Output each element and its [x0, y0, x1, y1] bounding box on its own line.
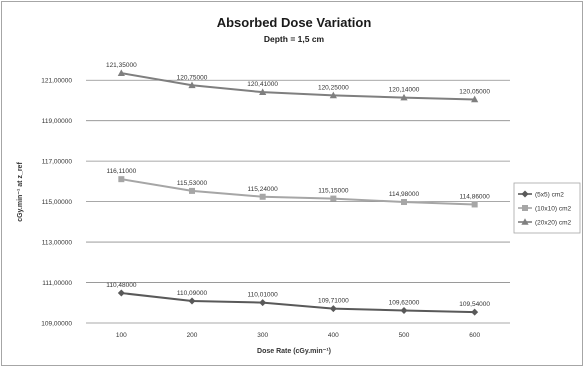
y-axis-label: cGy.min⁻¹ at z_ref — [17, 162, 24, 222]
gridlines — [86, 79, 510, 324]
data-label: 120,41000 — [247, 81, 278, 88]
data-point — [400, 306, 408, 314]
x-axis-ticks: 100 200 300 400 500 600 — [116, 332, 481, 339]
data-label: 114,86000 — [460, 193, 491, 200]
data-point — [329, 91, 337, 99]
data-point — [471, 308, 479, 316]
legend-label: (10x10) cm2 — [535, 206, 572, 213]
data-point — [259, 193, 266, 200]
data-point — [522, 205, 528, 211]
y-tick-label: 117,00000 — [42, 159, 73, 166]
legend-item: (5x5) cm2 — [518, 190, 564, 199]
y-tick-label: 113,00000 — [42, 240, 73, 247]
x-tick-label: 100 — [116, 332, 127, 339]
legend-label: (5x5) cm2 — [535, 192, 564, 199]
data-label: 109,62000 — [389, 299, 420, 306]
x-tick-label: 600 — [469, 332, 480, 339]
y-tick-label: 119,00000 — [42, 118, 73, 125]
data-point — [117, 289, 125, 297]
data-label: 120,25000 — [318, 84, 349, 91]
x-tick-label: 200 — [187, 332, 198, 339]
data-point — [330, 195, 337, 202]
x-tick-label: 500 — [399, 332, 410, 339]
data-label: 115,53000 — [177, 180, 208, 187]
series-group: 110,48000 110,09000 110,01000 109,71000 109,… — [106, 62, 491, 316]
data-label: 120,75000 — [177, 74, 208, 81]
data-point — [401, 199, 407, 206]
data-point — [259, 299, 267, 307]
series-1: 116,11000 115,53000 115,24000 115,15000 114,… — [106, 168, 491, 208]
data-point — [329, 305, 337, 313]
data-label: 110,09000 — [177, 290, 208, 297]
data-point — [400, 93, 408, 101]
data-label: 115,15000 — [318, 188, 349, 195]
data-label: 120,05000 — [459, 88, 490, 95]
y-axis-ticks: 109,00000 111,00000 113,00000 115,00000 117,… — [41, 78, 72, 328]
chart-subtitle: Depth = 1,5 cm — [264, 34, 325, 44]
series-line — [121, 292, 475, 314]
x-tick-label: 400 — [328, 332, 339, 339]
data-label: 115,24000 — [248, 186, 279, 193]
legend: (5x5) cm2 (10x10) cm2 (20x20) cm2 — [518, 190, 572, 227]
data-point — [471, 95, 479, 103]
series-line — [121, 72, 475, 101]
data-label: 116,11000 — [106, 168, 136, 175]
y-tick-label: 115,00000 — [42, 199, 73, 206]
data-label: 114,98000 — [389, 191, 420, 198]
legend-item: (10x10) cm2 — [518, 205, 572, 213]
data-point — [471, 201, 478, 208]
data-label: 109,71000 — [318, 298, 349, 305]
data-point — [117, 69, 125, 76]
data-point — [118, 176, 125, 183]
y-tick-label: 111,00000 — [42, 280, 72, 287]
data-label: 110,01000 — [248, 292, 279, 299]
data-point — [189, 187, 195, 194]
y-tick-label: 121,00000 — [41, 78, 72, 85]
x-tick-label: 300 — [257, 332, 268, 339]
data-label: 121,35000 — [106, 62, 137, 69]
data-label: 120,14000 — [389, 87, 420, 94]
legend-label: (20x20) cm2 — [535, 220, 572, 227]
data-label: 110,48000 — [106, 282, 137, 289]
series-line — [121, 178, 475, 206]
data-point — [188, 297, 196, 305]
chart-title: Absorbed Dose Variation — [217, 15, 372, 30]
data-point — [521, 218, 529, 225]
legend-item: (20x20) cm2 — [518, 218, 572, 227]
data-label: 109,54000 — [459, 301, 490, 308]
data-point — [521, 190, 529, 198]
y-tick-label: 109,00000 — [41, 321, 72, 328]
series-2: 121,35000 120,75000 120,41000 120,25000 120,… — [106, 62, 490, 103]
x-axis-label: Dose Rate (cGy.min⁻¹) — [257, 348, 331, 355]
series-0: 110,48000 110,09000 110,01000 109,71000 109,… — [106, 282, 490, 316]
data-point — [188, 81, 196, 89]
data-point — [259, 88, 267, 95]
